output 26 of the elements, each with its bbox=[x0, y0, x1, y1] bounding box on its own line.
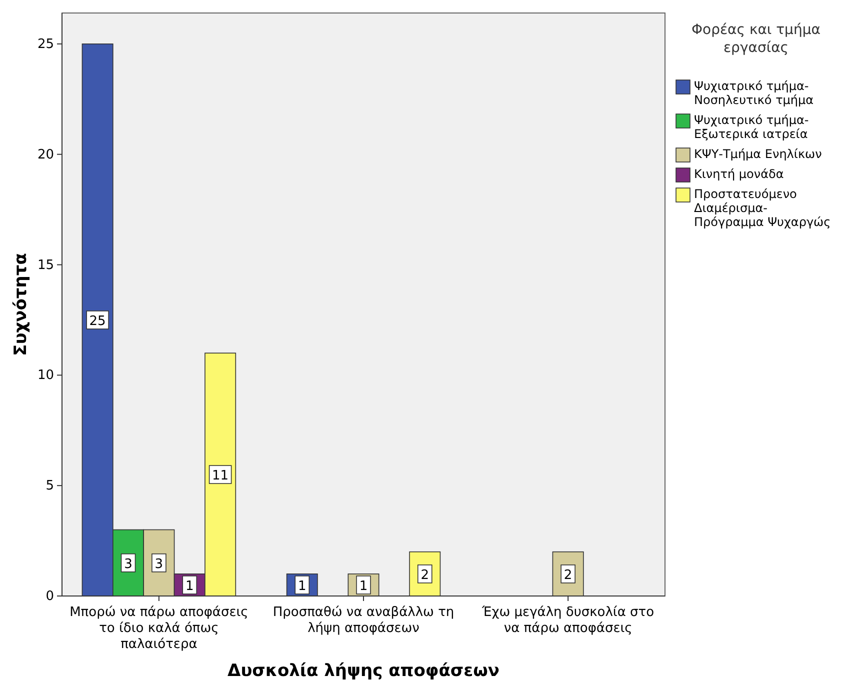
data-label: 11 bbox=[212, 468, 229, 484]
data-label: 1 bbox=[185, 578, 194, 594]
data-label: 2 bbox=[564, 568, 572, 583]
data-label: 1 bbox=[298, 578, 306, 594]
data-label: 25 bbox=[89, 314, 106, 329]
x-axis-title: Δυσκολία λήψης αποφάσεων bbox=[228, 661, 500, 681]
data-label: 3 bbox=[124, 556, 132, 572]
y-tick-label: 20 bbox=[37, 147, 54, 162]
y-tick-label: 15 bbox=[37, 258, 54, 273]
data-label: 3 bbox=[154, 556, 164, 572]
x-tick-label: Μπορώ να πάρω αποφάσεις το ίδιο καλά όπως παλαιότερα bbox=[70, 605, 248, 652]
x-tick-label: Έχω μεγάλη δυσκολία στο να πάρω αποφάσεις bbox=[481, 605, 654, 636]
legend-label: ΚΨΥ-Τμήμα Ενηλίκων bbox=[694, 147, 822, 161]
y-tick-label: 10 bbox=[37, 368, 54, 384]
legend-label: Κινητή μονάδα bbox=[694, 167, 784, 181]
y-tick-label: 25 bbox=[37, 36, 54, 52]
y-tick-label: 5 bbox=[46, 478, 54, 494]
y-tick-label: 0 bbox=[46, 589, 54, 604]
y-axis-title: Συχνότητα bbox=[11, 253, 31, 356]
data-label: 1 bbox=[359, 578, 368, 594]
legend-label: Προστατευόμενο Διαμέρισμα-Πρόγραμμα Ψυχαργώς bbox=[694, 187, 831, 229]
x-tick-label: Προσπαθώ να αναβάλλω τη λήψη αποφάσεων bbox=[272, 605, 454, 636]
legend-label: Ψυχιατρικό τμήμα-Νοσηλευτικό τμήμα bbox=[694, 79, 814, 107]
legend-title: Φορέας και τμήμα εργασίας bbox=[692, 22, 820, 56]
legend-label: Ψυχιατρικό τμήμα-Εξωτερικά ιατρεία bbox=[694, 113, 809, 141]
data-label: 2 bbox=[420, 568, 430, 583]
